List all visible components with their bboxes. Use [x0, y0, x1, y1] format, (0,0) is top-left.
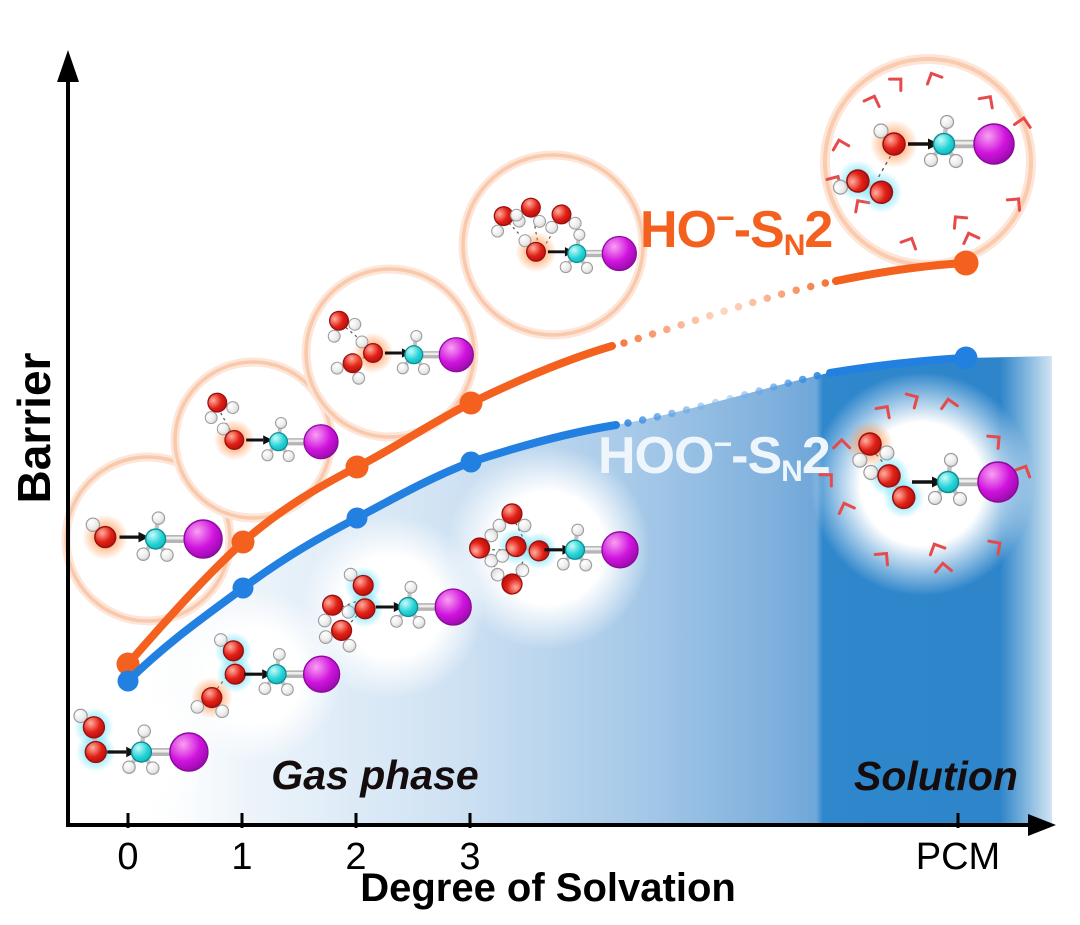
point-ho-pcm: [953, 250, 979, 276]
x-tick-label-0: 0: [117, 836, 139, 878]
hoo-label-base: HOO: [598, 427, 714, 485]
molecule-cluster-hoo-n2: [311, 567, 471, 654]
x-tick-label-1: 1: [231, 836, 253, 878]
point-hoo-pcm: [954, 346, 978, 370]
molecule-cluster-ho-pcm: [827, 70, 1032, 249]
region-label-gas-phase: Gas phase: [271, 752, 479, 798]
point-ho-3: [459, 391, 483, 415]
point-hoo-0: [117, 670, 139, 692]
curve-hoo: [117, 346, 978, 692]
curve-ho: [116, 250, 979, 676]
x-axis-label: Degree of Solvation: [360, 866, 736, 910]
point-ho-2: [345, 455, 369, 479]
hoo-label-mid: -S: [731, 427, 782, 485]
x-axis: [66, 813, 1056, 836]
curve-hoo-solid-right: [826, 354, 970, 377]
point-ho-1: [231, 530, 255, 554]
point-hoo-2: [346, 507, 368, 529]
curve-ho-solid-right: [832, 259, 970, 285]
curve-ho-dotted: [620, 278, 834, 347]
ho-label-base: HO: [640, 201, 717, 259]
y-axis-label: Barrier: [8, 352, 60, 504]
y-axis-arrow-icon: [57, 50, 79, 82]
point-hoo-3: [460, 451, 482, 473]
ho-label-mid: -S: [733, 201, 785, 259]
x-tick-label-2: 2: [345, 836, 367, 878]
series-label-ho: HO−-SN2: [640, 200, 833, 262]
ho-label-charge: −: [716, 200, 735, 236]
molecule-cluster-hoo-n3: [470, 504, 638, 597]
y-axis: [57, 50, 79, 825]
hoo-label-end: 2: [801, 427, 831, 485]
ho-label-end: 2: [804, 201, 833, 259]
solution-band-fade: [1000, 340, 1080, 827]
molecule-cluster-hoo-pcm: [802, 369, 1046, 595]
blob-hoo-n1: [169, 590, 341, 762]
hoo-label-sub: N: [781, 455, 803, 488]
region-label-solution: Solution: [854, 753, 1018, 799]
molecule-cluster-ho-n2: [316, 301, 473, 389]
ho-label-sub: N: [783, 229, 806, 262]
x-tick-label-3: 3: [459, 836, 481, 878]
x-axis-arrow-icon: [1028, 814, 1056, 836]
hoo-label-charge: −: [713, 426, 732, 462]
curve-hoo-dotted: [624, 370, 828, 427]
point-ho-0: [116, 652, 140, 676]
series-label-hoo: HOO−-SN2: [598, 426, 831, 488]
molecule-cluster-ho-n3: [481, 192, 637, 274]
point-hoo-1: [232, 577, 254, 599]
x-tick-label-pcm: PCM: [915, 836, 1001, 878]
